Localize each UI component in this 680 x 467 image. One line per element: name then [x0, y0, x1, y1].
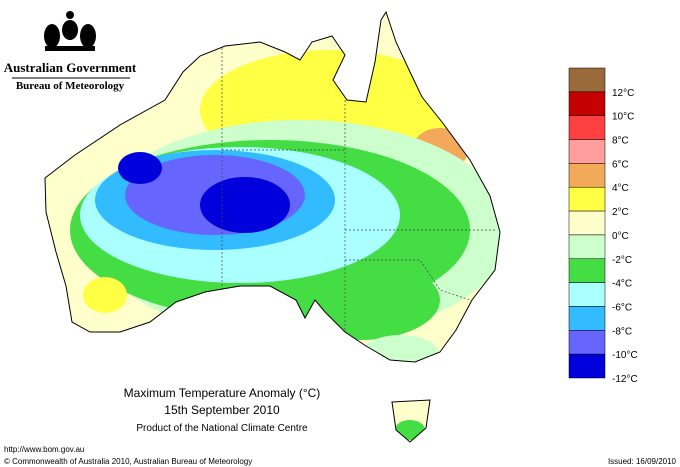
legend-label: -2°C: [612, 255, 632, 266]
legend-label: 0°C: [612, 231, 629, 242]
legend-swatch: [568, 330, 606, 355]
legend-label: 12°C: [612, 88, 634, 99]
map-product: Product of the National Climate Centre: [136, 423, 308, 434]
legend-swatch: [568, 353, 606, 379]
legend-label: 4°C: [612, 183, 629, 194]
legend-swatch: [568, 163, 606, 188]
legend-swatch: [568, 186, 606, 212]
map-date: 15th September 2010: [164, 403, 280, 417]
footer-copyright: © Commonwealth of Australia 2010, Austra…: [4, 457, 252, 466]
legend-label: 10°C: [612, 112, 634, 123]
legend-swatch: [568, 306, 606, 331]
legend-swatch: [568, 139, 606, 164]
government-name: Australian Government: [4, 60, 137, 75]
footer-url: http://www.bom.gov.au: [4, 445, 84, 454]
legend-label: -4°C: [612, 279, 632, 290]
legend-label: -8°C: [612, 326, 632, 337]
legend-swatch: [568, 67, 606, 93]
map-title: Maximum Temperature Anomaly (°C): [124, 386, 321, 400]
legend-label: 8°C: [612, 136, 629, 147]
coastline: [44, 10, 501, 443]
footer-issued: Issued: 16/09/2010: [608, 457, 677, 466]
bureau-name: Bureau of Meteorology: [16, 80, 125, 92]
legend: 12°C 10°C 8°C 6°C 4°C 2°C 0°C -2°C -4°C -6°C -8°C -…: [568, 67, 638, 385]
legend-label: 6°C: [612, 159, 629, 170]
anomaly-map: [45, 12, 500, 442]
state-borders: [221, 48, 497, 332]
legend-label: -10°C: [612, 350, 638, 361]
legend-swatch: [568, 210, 606, 236]
legend-swatch: [568, 282, 606, 307]
legend-swatch: [568, 115, 606, 140]
legend-label: 2°C: [612, 207, 629, 218]
legend-label: -12°C: [612, 374, 638, 385]
legend-label: -6°C: [612, 302, 632, 313]
legend-swatch: [568, 258, 606, 283]
legend-swatch: [568, 234, 606, 260]
coat-of-arms: [44, 11, 96, 51]
legend-swatch: [568, 91, 606, 116]
